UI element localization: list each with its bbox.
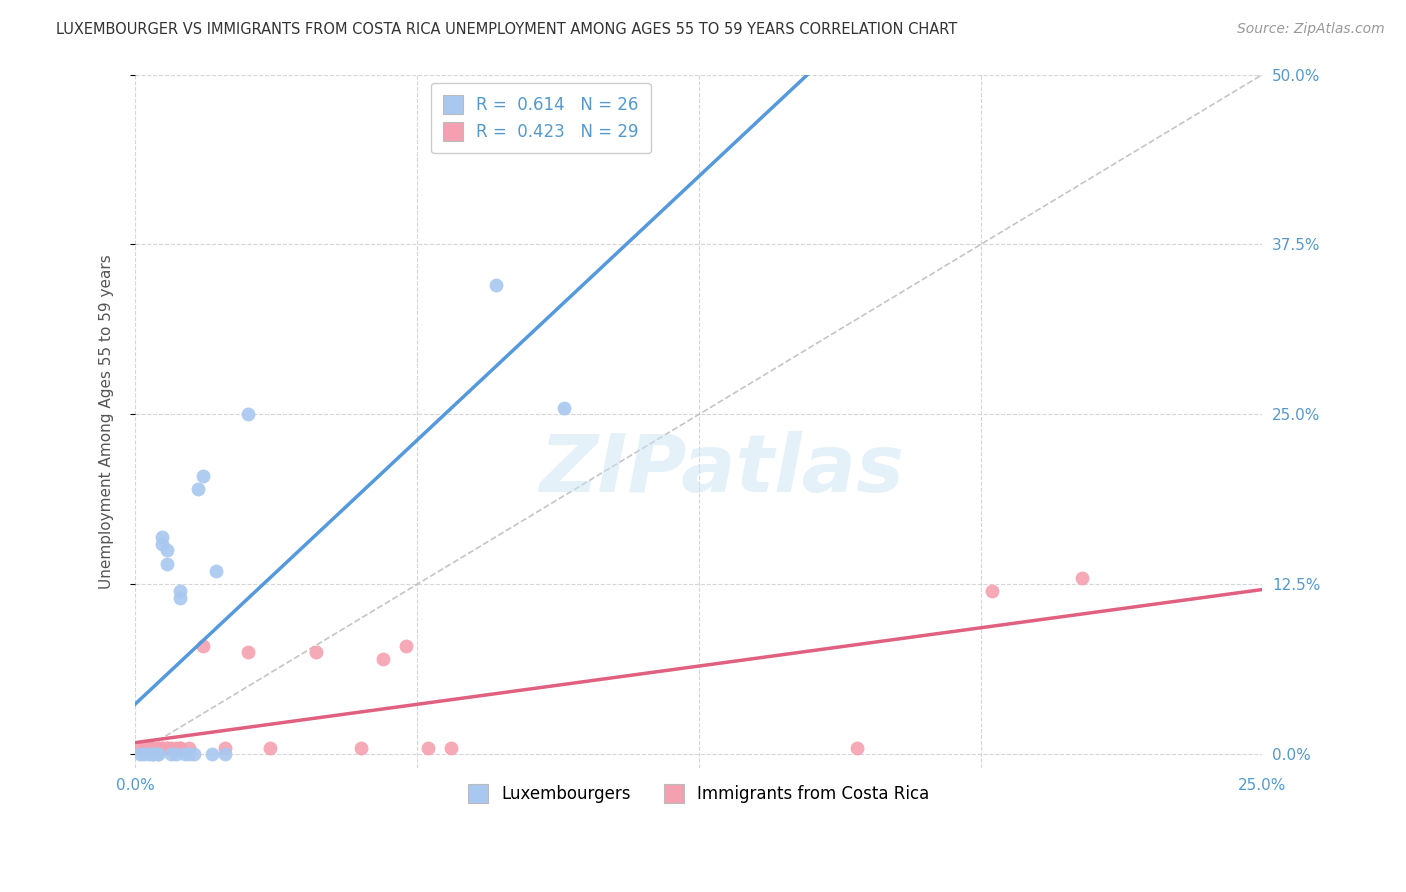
Point bbox=[156, 740, 179, 755]
Point bbox=[201, 747, 224, 762]
Point bbox=[395, 639, 418, 653]
Point bbox=[146, 740, 169, 755]
Point bbox=[485, 278, 508, 293]
Point bbox=[169, 591, 191, 605]
Point bbox=[134, 747, 156, 762]
Point bbox=[142, 747, 165, 762]
Point bbox=[169, 740, 191, 755]
Point bbox=[169, 740, 191, 755]
Point bbox=[179, 747, 201, 762]
Point bbox=[350, 740, 373, 755]
Point bbox=[304, 645, 326, 659]
Point bbox=[142, 740, 165, 755]
Point bbox=[236, 408, 259, 422]
Point bbox=[138, 740, 160, 755]
Point bbox=[179, 740, 201, 755]
Point bbox=[165, 740, 187, 755]
Point bbox=[259, 740, 281, 755]
Legend: Luxembourgers, Immigrants from Costa Rica: Luxembourgers, Immigrants from Costa Ric… bbox=[457, 772, 942, 815]
Point bbox=[146, 747, 169, 762]
Point bbox=[845, 740, 868, 755]
Point bbox=[183, 747, 205, 762]
Point bbox=[150, 740, 173, 755]
Point bbox=[1071, 571, 1094, 585]
Text: ZIPatlas: ZIPatlas bbox=[538, 431, 904, 508]
Point bbox=[373, 652, 395, 666]
Point bbox=[169, 584, 191, 599]
Point bbox=[191, 639, 214, 653]
Point bbox=[173, 747, 195, 762]
Point bbox=[150, 530, 173, 544]
Point bbox=[142, 747, 165, 762]
Point bbox=[187, 482, 209, 496]
Point bbox=[553, 401, 575, 415]
Text: Source: ZipAtlas.com: Source: ZipAtlas.com bbox=[1237, 22, 1385, 37]
Point bbox=[156, 740, 179, 755]
Point bbox=[440, 740, 463, 755]
Point bbox=[150, 740, 173, 755]
Point bbox=[146, 747, 169, 762]
Point bbox=[236, 645, 259, 659]
Point bbox=[418, 740, 440, 755]
Y-axis label: Unemployment Among Ages 55 to 59 years: Unemployment Among Ages 55 to 59 years bbox=[100, 254, 114, 589]
Point bbox=[980, 584, 1002, 599]
Point bbox=[156, 557, 179, 571]
Text: LUXEMBOURGER VS IMMIGRANTS FROM COSTA RICA UNEMPLOYMENT AMONG AGES 55 TO 59 YEAR: LUXEMBOURGER VS IMMIGRANTS FROM COSTA RI… bbox=[56, 22, 957, 37]
Point bbox=[128, 747, 150, 762]
Point bbox=[138, 747, 160, 762]
Point bbox=[205, 564, 228, 578]
Point bbox=[191, 468, 214, 483]
Point bbox=[156, 543, 179, 558]
Point bbox=[134, 740, 156, 755]
Point bbox=[165, 747, 187, 762]
Point bbox=[134, 740, 156, 755]
Point bbox=[150, 536, 173, 550]
Point bbox=[128, 740, 150, 755]
Point bbox=[146, 740, 169, 755]
Point bbox=[160, 747, 183, 762]
Point bbox=[160, 740, 183, 755]
Point bbox=[214, 747, 236, 762]
Point bbox=[214, 740, 236, 755]
